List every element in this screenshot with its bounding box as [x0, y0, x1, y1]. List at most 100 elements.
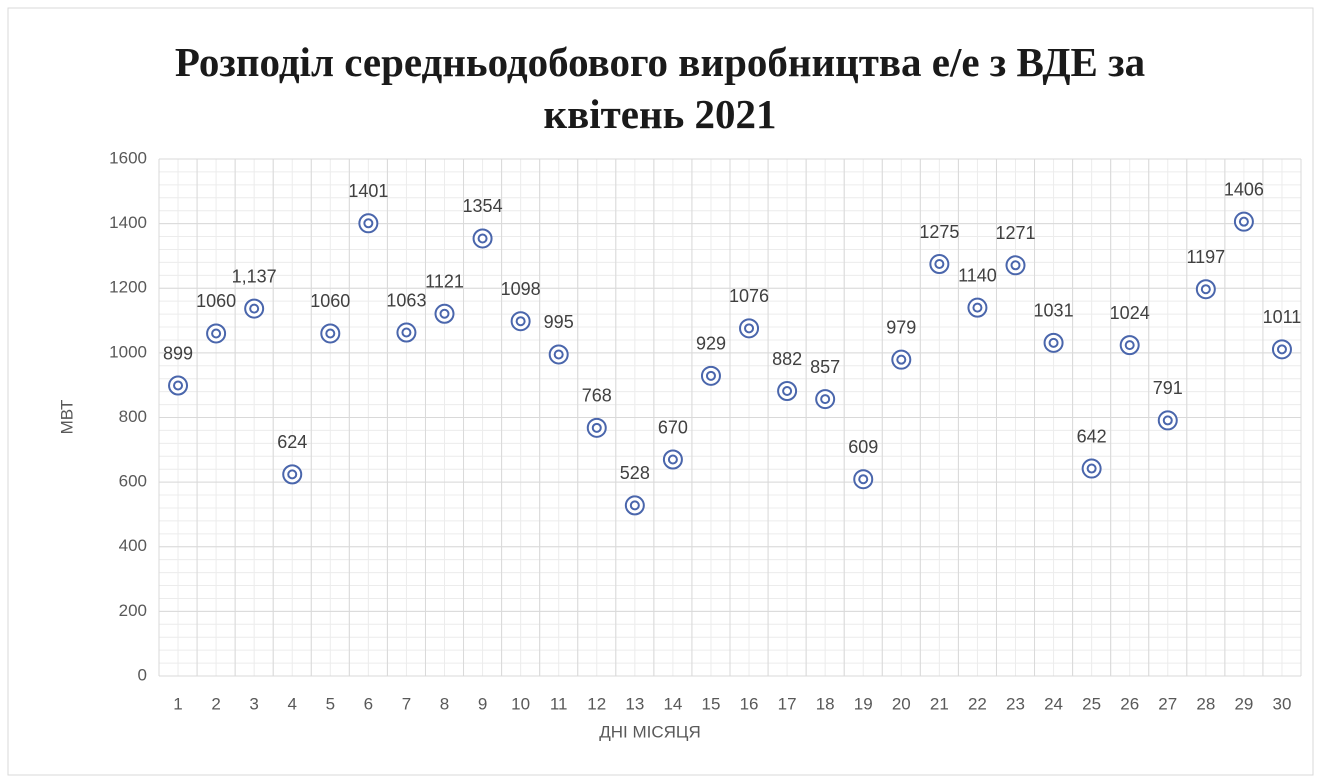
- marker-inner: [896, 354, 907, 365]
- marker-inner: [591, 422, 602, 433]
- marker-inner: [287, 469, 298, 480]
- x-axis-label: ДНІ МІСЯЦЯ: [599, 722, 701, 741]
- marker-inner: [1276, 344, 1287, 355]
- y-tick-label: 1000: [109, 342, 147, 361]
- marker-inner: [1200, 284, 1211, 295]
- marker-outer: [777, 381, 798, 402]
- marker-outer: [967, 297, 988, 318]
- marker-outer: [472, 228, 493, 249]
- grid: [158, 158, 1302, 677]
- x-tick-label: 28: [1196, 694, 1215, 713]
- x-tick-label: 14: [663, 694, 682, 713]
- x-tick-label: 23: [1006, 694, 1025, 713]
- marker-inner: [325, 328, 336, 339]
- y-tick-label: 600: [119, 472, 147, 491]
- x-tick-label: 4: [287, 694, 296, 713]
- point: [396, 322, 417, 343]
- point: [739, 318, 760, 339]
- data-label: 1063: [386, 290, 426, 310]
- x-tick-label: 17: [778, 694, 797, 713]
- x-tick-label: 11: [550, 694, 568, 713]
- data-label: 1,137: [232, 266, 277, 286]
- data-label: 1121: [425, 272, 464, 292]
- x-tick-label: 20: [892, 694, 911, 713]
- marker-inner: [744, 323, 755, 334]
- marker-inner: [173, 380, 184, 391]
- data-label: 624: [277, 432, 307, 452]
- marker-inner: [1086, 463, 1097, 474]
- marker-inner: [211, 328, 222, 339]
- data-label: 1060: [310, 291, 350, 311]
- data-label: 768: [582, 386, 612, 406]
- point: [244, 298, 265, 319]
- y-tick-label: 1400: [109, 213, 147, 232]
- marker-outer: [1195, 279, 1216, 300]
- marker-outer: [739, 318, 760, 339]
- data-label: 791: [1153, 378, 1183, 398]
- point: [1195, 279, 1216, 300]
- data-label: 1406: [1224, 179, 1264, 199]
- x-tick-label: 12: [587, 694, 606, 713]
- marker-outer: [548, 344, 569, 365]
- data-label: 1031: [1034, 301, 1074, 321]
- x-tick-label: 16: [740, 694, 759, 713]
- data-label: 899: [163, 343, 193, 363]
- marker-outer: [358, 213, 379, 234]
- data-label: 882: [772, 349, 802, 369]
- point: [1005, 255, 1026, 276]
- marker-outer: [624, 495, 645, 516]
- x-tick-label: 5: [326, 694, 335, 713]
- data-label: 670: [658, 417, 688, 437]
- point: [1119, 335, 1140, 356]
- marker-inner: [249, 303, 260, 314]
- x-tick-label: 8: [440, 694, 449, 713]
- x-tick-label: 9: [478, 694, 487, 713]
- x-tick-label: 15: [702, 694, 721, 713]
- marker-outer: [586, 417, 607, 438]
- x-tick-label: 19: [854, 694, 873, 713]
- x-tick-label: 13: [625, 694, 644, 713]
- data-label: 1354: [463, 196, 503, 216]
- marker-inner: [782, 386, 793, 397]
- x-tick-label: 29: [1234, 694, 1253, 713]
- point: [853, 469, 874, 490]
- data-label: 1197: [1186, 247, 1225, 267]
- data-label: 1401: [348, 181, 388, 201]
- point: [1271, 339, 1292, 360]
- x-tick-label: 25: [1082, 694, 1101, 713]
- point: [320, 323, 341, 344]
- y-tick-label: 800: [119, 407, 147, 426]
- data-label: 528: [620, 463, 650, 483]
- data-label: 642: [1077, 426, 1107, 446]
- point: [548, 344, 569, 365]
- marker-outer: [244, 298, 265, 319]
- y-tick-label: 0: [138, 665, 147, 684]
- data-label: 1011: [1263, 307, 1302, 327]
- marker-outer: [662, 449, 683, 470]
- point: [282, 464, 303, 485]
- point: [1081, 458, 1102, 479]
- data-label: 609: [848, 437, 878, 457]
- point: [891, 349, 912, 370]
- marker-inner: [477, 233, 488, 244]
- point: [929, 254, 950, 275]
- marker-outer: [1005, 255, 1026, 276]
- x-tick-label: 18: [816, 694, 835, 713]
- marker-inner: [667, 454, 678, 465]
- data-label: 979: [886, 317, 916, 337]
- point: [624, 495, 645, 516]
- point: [206, 323, 227, 344]
- point: [1233, 211, 1254, 232]
- marker-outer: [1043, 332, 1064, 353]
- marker-inner: [1162, 415, 1173, 426]
- y-tick-label: 400: [119, 536, 147, 555]
- data-label: 1076: [729, 286, 769, 306]
- marker-inner: [401, 327, 412, 338]
- data-label: 1275: [919, 222, 959, 242]
- marker-outer: [853, 469, 874, 490]
- point: [1043, 332, 1064, 353]
- x-tick-label: 10: [511, 694, 530, 713]
- data-label: 1140: [958, 265, 997, 285]
- data-label: 1060: [196, 291, 236, 311]
- marker-outer: [434, 303, 455, 324]
